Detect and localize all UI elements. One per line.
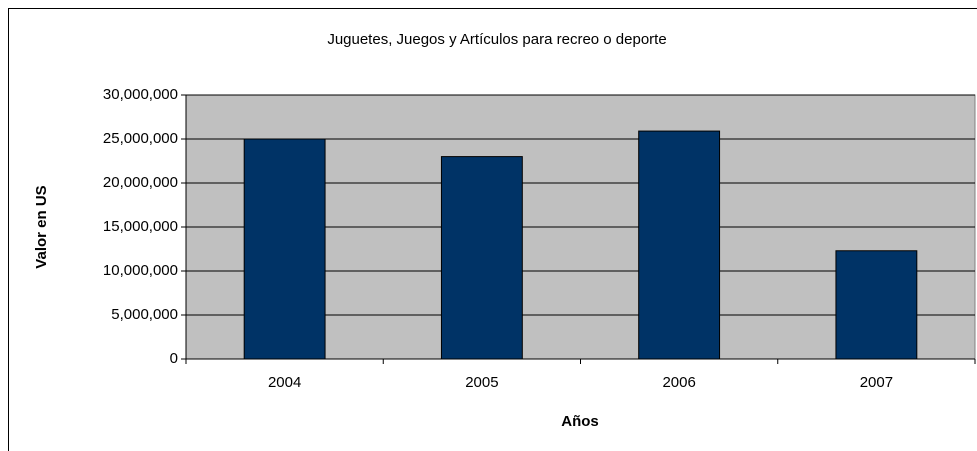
y-axis-label: Valor en US [33, 185, 50, 268]
y-tick-label: 20,000,000 [103, 174, 178, 191]
y-tick-label: 25,000,000 [103, 130, 178, 147]
y-tick-label: 5,000,000 [111, 306, 178, 323]
x-tick-label: 2007 [860, 374, 893, 391]
bar [440, 156, 523, 360]
y-tick-label: 10,000,000 [103, 262, 178, 279]
bar [243, 138, 326, 360]
x-tick-label: 2006 [662, 374, 695, 391]
x-axis-label: Años [561, 413, 599, 430]
y-tick-label: 15,000,000 [103, 218, 178, 235]
chart-title: Juguetes, Juegos y Artículos para recreo… [327, 31, 666, 48]
x-tick-label: 2004 [268, 374, 301, 391]
y-tick-label: 30,000,000 [103, 86, 178, 103]
bar [835, 250, 918, 360]
x-tick-label: 2005 [465, 374, 498, 391]
bar [638, 130, 721, 360]
y-tick-label: 0 [170, 350, 178, 367]
